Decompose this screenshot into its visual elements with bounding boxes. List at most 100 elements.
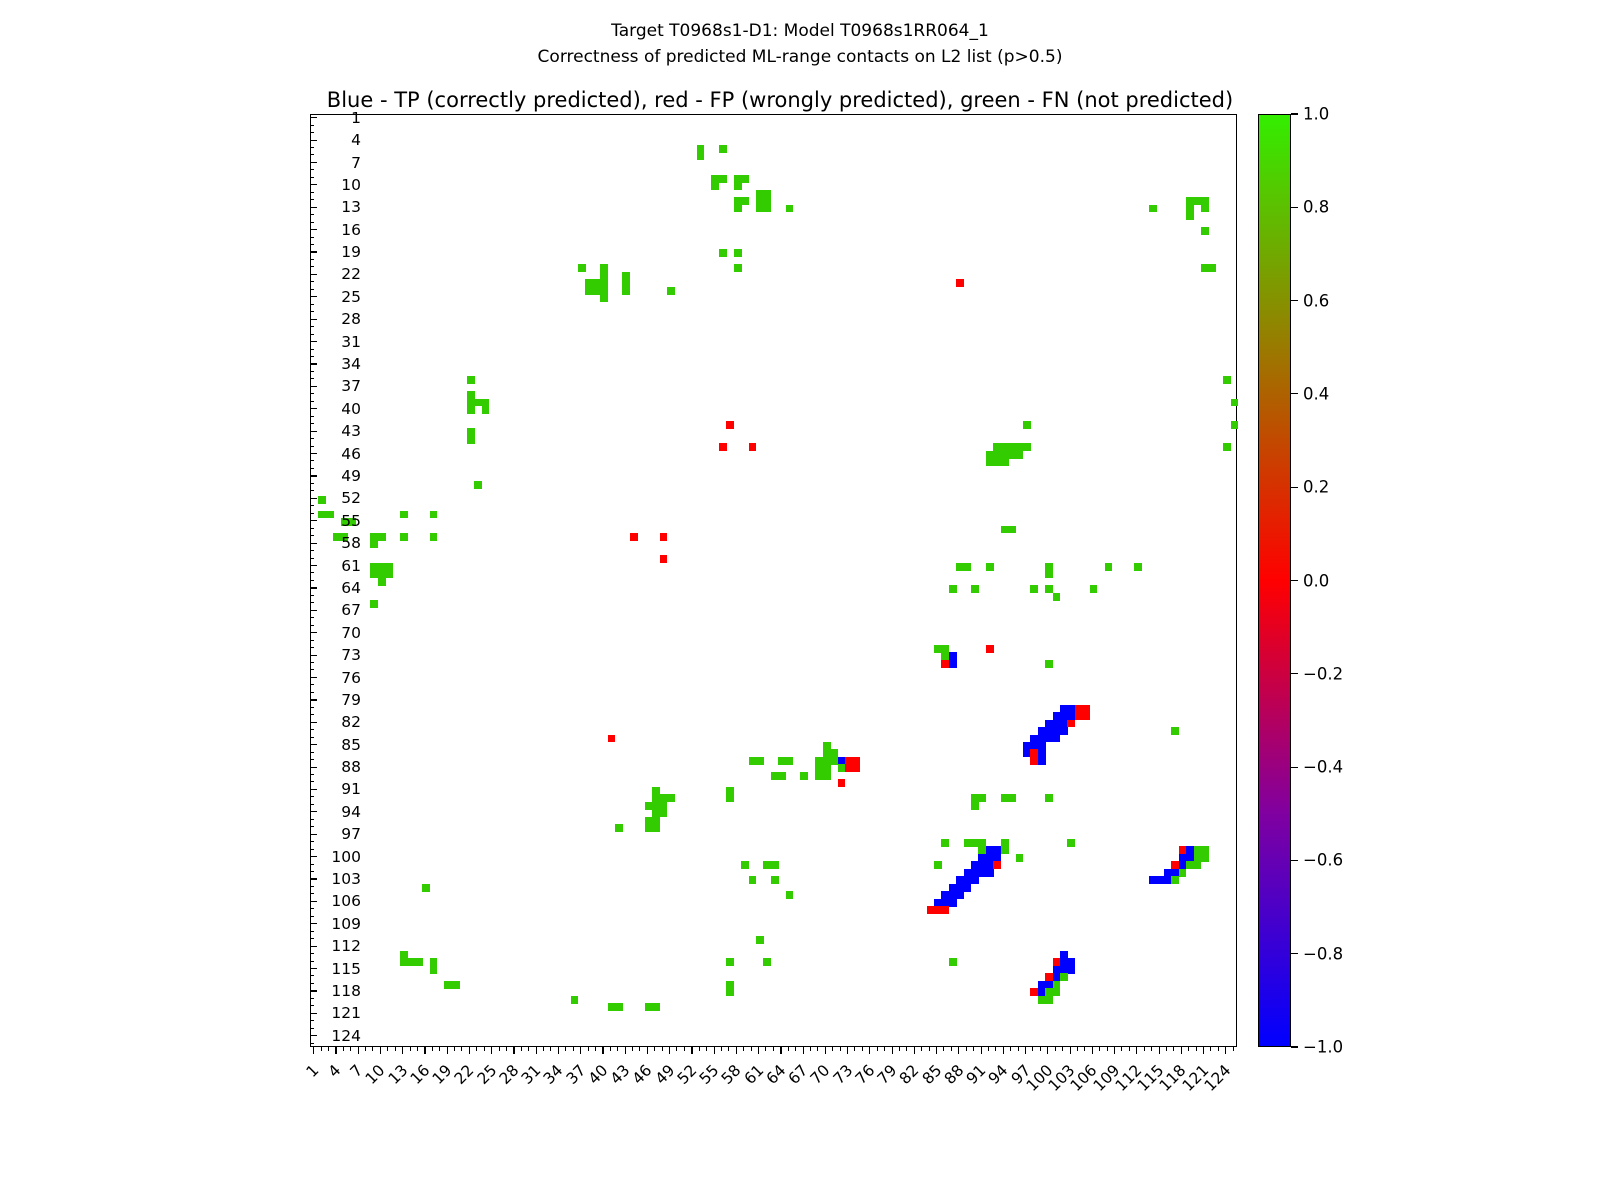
x-tick-mark (387, 1047, 389, 1051)
y-tick-mark (310, 647, 314, 649)
contact-cell (1186, 846, 1194, 855)
contact-cell (941, 659, 950, 668)
contact-cell (659, 809, 668, 817)
contact-cell (985, 868, 994, 877)
contact-cell (600, 294, 609, 302)
colorbar-tick-mark (1291, 393, 1298, 395)
y-tick-mark (310, 146, 314, 148)
x-tick-mark (365, 1047, 367, 1051)
contact-cell (1186, 853, 1194, 862)
x-tick-mark (543, 1047, 544, 1051)
contact-cell (755, 197, 764, 205)
contact-cell (830, 756, 838, 765)
colorbar-tick-label: 0.6 (1303, 291, 1330, 311)
contact-cell (1193, 853, 1202, 862)
x-tick-mark (357, 1047, 359, 1054)
contact-cell (1178, 868, 1187, 877)
contact-cell (1104, 562, 1113, 571)
contact-cell (985, 861, 994, 870)
contact-cell (822, 756, 831, 765)
chart-title-line2: Correctness of predicted ML-range contac… (537, 47, 1063, 67)
contact-cell (985, 450, 994, 459)
contact-cell (978, 861, 987, 870)
contact-cell (956, 562, 964, 571)
contact-cell (1178, 853, 1187, 862)
y-tick-mark (310, 736, 314, 738)
x-tick-mark (587, 1047, 589, 1051)
y-tick-mark (310, 244, 314, 246)
x-tick-mark (1217, 1047, 1219, 1051)
colorbar-tick-mark (1291, 206, 1298, 208)
contact-cell (733, 204, 742, 213)
y-tick-label: 67 (341, 601, 361, 620)
y-tick-label: 100 (331, 847, 361, 866)
contact-cell (652, 786, 660, 795)
y-tick-mark (310, 281, 314, 283)
x-tick-mark (1032, 1047, 1034, 1051)
contact-cell (1067, 704, 1076, 713)
y-tick-mark (310, 370, 314, 372)
contact-cell (652, 794, 660, 803)
y-tick-label: 10 (341, 175, 361, 194)
contact-cell (1186, 212, 1194, 220)
colorbar-tick-label: −0.2 (1303, 664, 1344, 684)
contact-cell (726, 980, 735, 989)
contact-cell (466, 428, 475, 437)
contact-cell (1193, 861, 1202, 870)
contact-cell (644, 824, 653, 832)
contact-cell (399, 950, 408, 959)
contact-cell (830, 749, 838, 758)
contact-cell (815, 764, 824, 773)
contact-cell (852, 764, 861, 773)
y-tick-mark (310, 856, 317, 858)
contact-cell (1052, 980, 1061, 989)
x-tick-mark (809, 1047, 811, 1051)
contact-cell (370, 562, 379, 571)
contact-cell (755, 189, 764, 198)
y-tick-mark (310, 609, 317, 611)
x-tick-mark (898, 1047, 900, 1051)
colorbar-tick-label: −0.4 (1303, 757, 1344, 777)
x-tick-mark (594, 1047, 596, 1051)
y-tick-mark (310, 550, 314, 552)
contact-cell (1030, 749, 1039, 758)
contact-cell (429, 965, 438, 974)
contact-cell (785, 756, 794, 765)
x-tick-mark (950, 1047, 952, 1051)
contact-cell (429, 958, 438, 967)
contact-cell (652, 816, 660, 825)
y-tick-mark (310, 587, 317, 589)
contact-cell (933, 898, 942, 907)
contact-cell (1156, 876, 1165, 885)
colorbar-tick-mark (1291, 1046, 1298, 1048)
contact-cell (474, 480, 482, 489)
colorbar-tick-mark (1291, 579, 1298, 582)
contact-cell (956, 891, 964, 900)
contact-cell (1060, 704, 1068, 713)
contact-cell (1230, 398, 1239, 407)
x-tick-mark (995, 1047, 997, 1051)
colorbar-tick-label: 0.2 (1303, 477, 1330, 497)
contact-cell (1000, 839, 1009, 847)
contact-cell (978, 839, 987, 847)
x-tick-mark (765, 1047, 767, 1051)
x-tick-mark (1039, 1047, 1041, 1051)
contact-cell (652, 824, 660, 832)
y-tick-mark (310, 1027, 314, 1029)
x-tick-mark (476, 1047, 478, 1051)
x-tick-mark (832, 1047, 834, 1051)
contact-cell (993, 853, 1002, 862)
contact-cell (785, 891, 794, 900)
contact-cell (644, 1003, 653, 1012)
contact-cell (1067, 719, 1076, 728)
contact-cell (1193, 846, 1202, 855)
contact-cell (993, 458, 1002, 467)
x-tick-mark (602, 1047, 604, 1054)
y-tick-mark (310, 818, 314, 820)
contact-cell (466, 391, 475, 400)
contact-cell (622, 271, 631, 280)
contact-cell (370, 570, 379, 579)
y-tick-mark (310, 923, 317, 925)
contact-cell (726, 794, 735, 803)
contact-cell (1163, 876, 1172, 885)
